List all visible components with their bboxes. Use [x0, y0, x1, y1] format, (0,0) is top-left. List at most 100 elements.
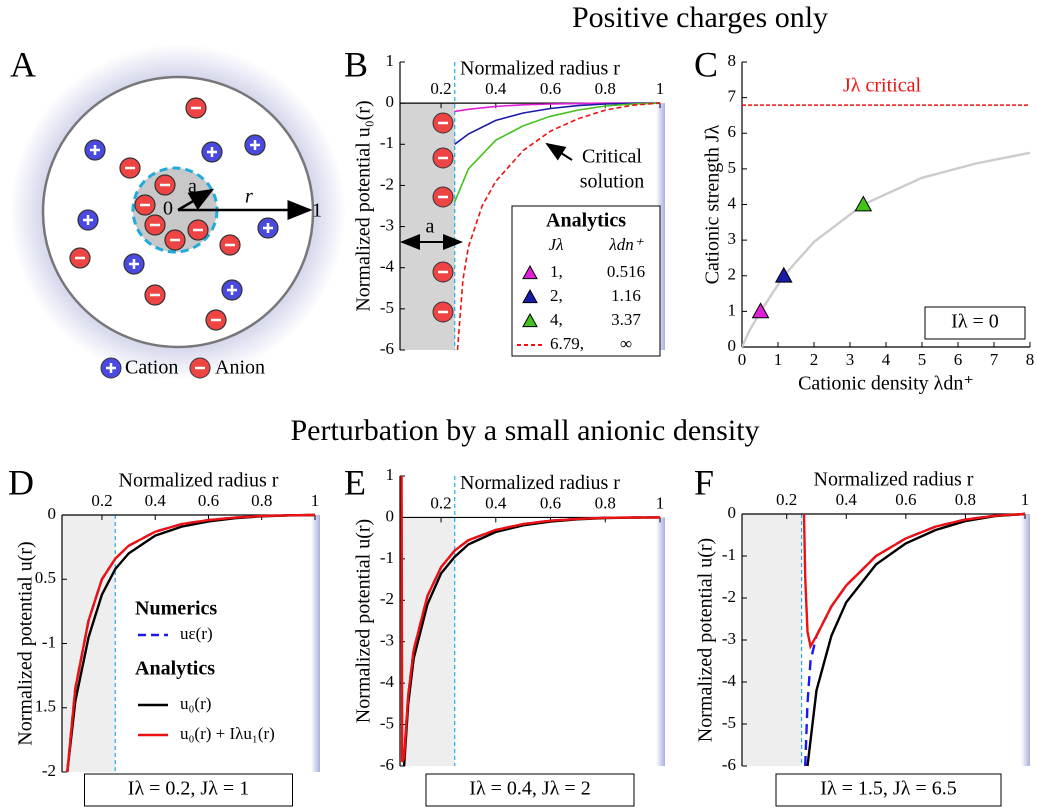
- y-tick-label: -2: [380, 174, 394, 193]
- x-tick-label: 0.6: [198, 491, 219, 510]
- legend-group: Analytics: [135, 658, 215, 680]
- x-axis-label: Normalized radius r: [814, 469, 974, 491]
- legend-value: 1.16: [611, 286, 641, 305]
- x-tick-label: 0.2: [430, 79, 451, 98]
- series-line: [802, 512, 1026, 650]
- annotation: Critical: [582, 146, 642, 168]
- x-tick-label: 1: [774, 350, 783, 369]
- series-line: [456, 102, 661, 351]
- y-tick-label: 0: [386, 92, 395, 111]
- legend-box: [511, 205, 661, 357]
- y-tick-label: 1.5: [35, 697, 56, 716]
- legend-label: 1,: [550, 262, 563, 281]
- y-tick-label: -3: [380, 631, 394, 650]
- x-tick-label: 0.8: [251, 491, 272, 510]
- core-region: [742, 514, 802, 766]
- series-line: [400, 475, 661, 763]
- radius-r-label: r: [245, 186, 253, 208]
- y-tick-label: 0.5: [35, 568, 56, 587]
- y-tick-label: 7: [728, 87, 737, 106]
- x-tick-label: 0.8: [595, 493, 616, 512]
- x-tick-label: 5: [918, 350, 927, 369]
- y-tick-label: -3: [722, 629, 736, 648]
- y-tick-label: -5: [722, 713, 736, 732]
- x-tick-label: 0.8: [595, 79, 616, 98]
- y-tick-label: -2: [42, 761, 56, 780]
- series-line: [742, 151, 1031, 348]
- x-tick-label: 3: [846, 350, 855, 369]
- x-tick-label: 0: [738, 350, 747, 369]
- y-tick-label: 3: [728, 229, 737, 248]
- series-line: [453, 102, 661, 203]
- y-tick-label: 0: [48, 504, 57, 523]
- legend-value: 0.516: [607, 262, 645, 281]
- y-tick-label: -1: [722, 545, 736, 564]
- x-tick-label: 0.8: [955, 490, 976, 509]
- box-label: Iλ = 1.5, Jλ = 6.5: [820, 778, 956, 800]
- panel-label: F: [694, 462, 714, 502]
- series-line: [804, 512, 1026, 767]
- x-tick-label: 6: [954, 350, 963, 369]
- y-tick-label: 2: [728, 265, 737, 284]
- panel-label: E: [344, 462, 366, 502]
- y-tick-label: 6: [728, 122, 737, 141]
- y-axis-label: Normalized potential u(r): [353, 519, 375, 723]
- y-axis-label: Normalized potential u(r): [695, 538, 717, 742]
- legend-label: 6.79,: [550, 334, 584, 353]
- y-tick-label: -6: [380, 339, 394, 358]
- box-label: Iλ = 0.4, Jλ = 2: [469, 778, 590, 800]
- x-tick-label: 1: [656, 79, 665, 98]
- y-tick-label: -5: [380, 713, 394, 732]
- y-axis-label: Normalized potential u(r): [15, 541, 37, 745]
- box-label: Iλ = 0.2, Jλ = 1: [128, 778, 249, 800]
- series-line: [454, 102, 661, 145]
- x-axis-label: Normalized radius r: [460, 58, 620, 80]
- series-line: [806, 512, 1026, 767]
- x-tick-label: 1: [656, 493, 665, 512]
- y-tick-label: -3: [380, 215, 394, 234]
- legend-label: Cation: [125, 357, 178, 379]
- y-tick-label: -4: [380, 672, 395, 691]
- legend-label: 4,: [550, 310, 563, 329]
- legend-label: Anion: [215, 357, 265, 379]
- y-tick-label: -6: [380, 755, 394, 774]
- legend-value: 3.37: [611, 310, 641, 329]
- outer-boundary: [656, 517, 665, 766]
- diagram: a r 0 1 Cation Anion: [10, 44, 346, 380]
- x-tick-label: 1: [1021, 490, 1030, 509]
- x-tick-label: 4: [882, 350, 891, 369]
- y-tick-label: 5: [728, 158, 737, 177]
- y-tick-label: -6: [722, 755, 736, 774]
- x-tick-label: 0.4: [836, 490, 858, 509]
- x-tick-label: 0.6: [540, 493, 561, 512]
- label-box: [775, 773, 1002, 807]
- unit-label: 1: [312, 200, 322, 222]
- series-line: [66, 513, 316, 773]
- x-tick-label: 0.6: [895, 490, 916, 509]
- point: [751, 302, 770, 319]
- heading: Perturbation by a small anionic density: [290, 414, 759, 447]
- outer-boundary: [1021, 514, 1030, 766]
- y-axis-label: Cationic strength Jλ: [702, 124, 724, 284]
- legend-swatch: [522, 312, 538, 328]
- legend-label: u₀(r): [180, 694, 211, 713]
- y-tick-label: -4: [380, 257, 395, 276]
- y-tick-label: 0: [386, 506, 395, 525]
- x-tick-label: 0.6: [540, 79, 561, 98]
- y-tick-label: 0: [728, 336, 737, 355]
- legend-swatch: [522, 264, 538, 280]
- x-tick-label: 0.4: [485, 493, 507, 512]
- y-tick-label: -1: [42, 632, 56, 651]
- y-tick-label: -4: [722, 671, 737, 690]
- x-tick-label: 0.4: [485, 79, 507, 98]
- x-tick-label: 1: [311, 491, 320, 510]
- critical-label: Jλ critical: [843, 75, 921, 97]
- panel-label: C: [694, 44, 718, 84]
- legend-label: uε(r): [180, 624, 213, 643]
- x-tick-label: 0.2: [430, 493, 451, 512]
- legend-swatch: [522, 288, 538, 304]
- legend-label: u₀(r) + Iλu₁(r): [180, 724, 275, 743]
- origin-label: 0: [163, 198, 173, 220]
- label-box: [425, 773, 635, 807]
